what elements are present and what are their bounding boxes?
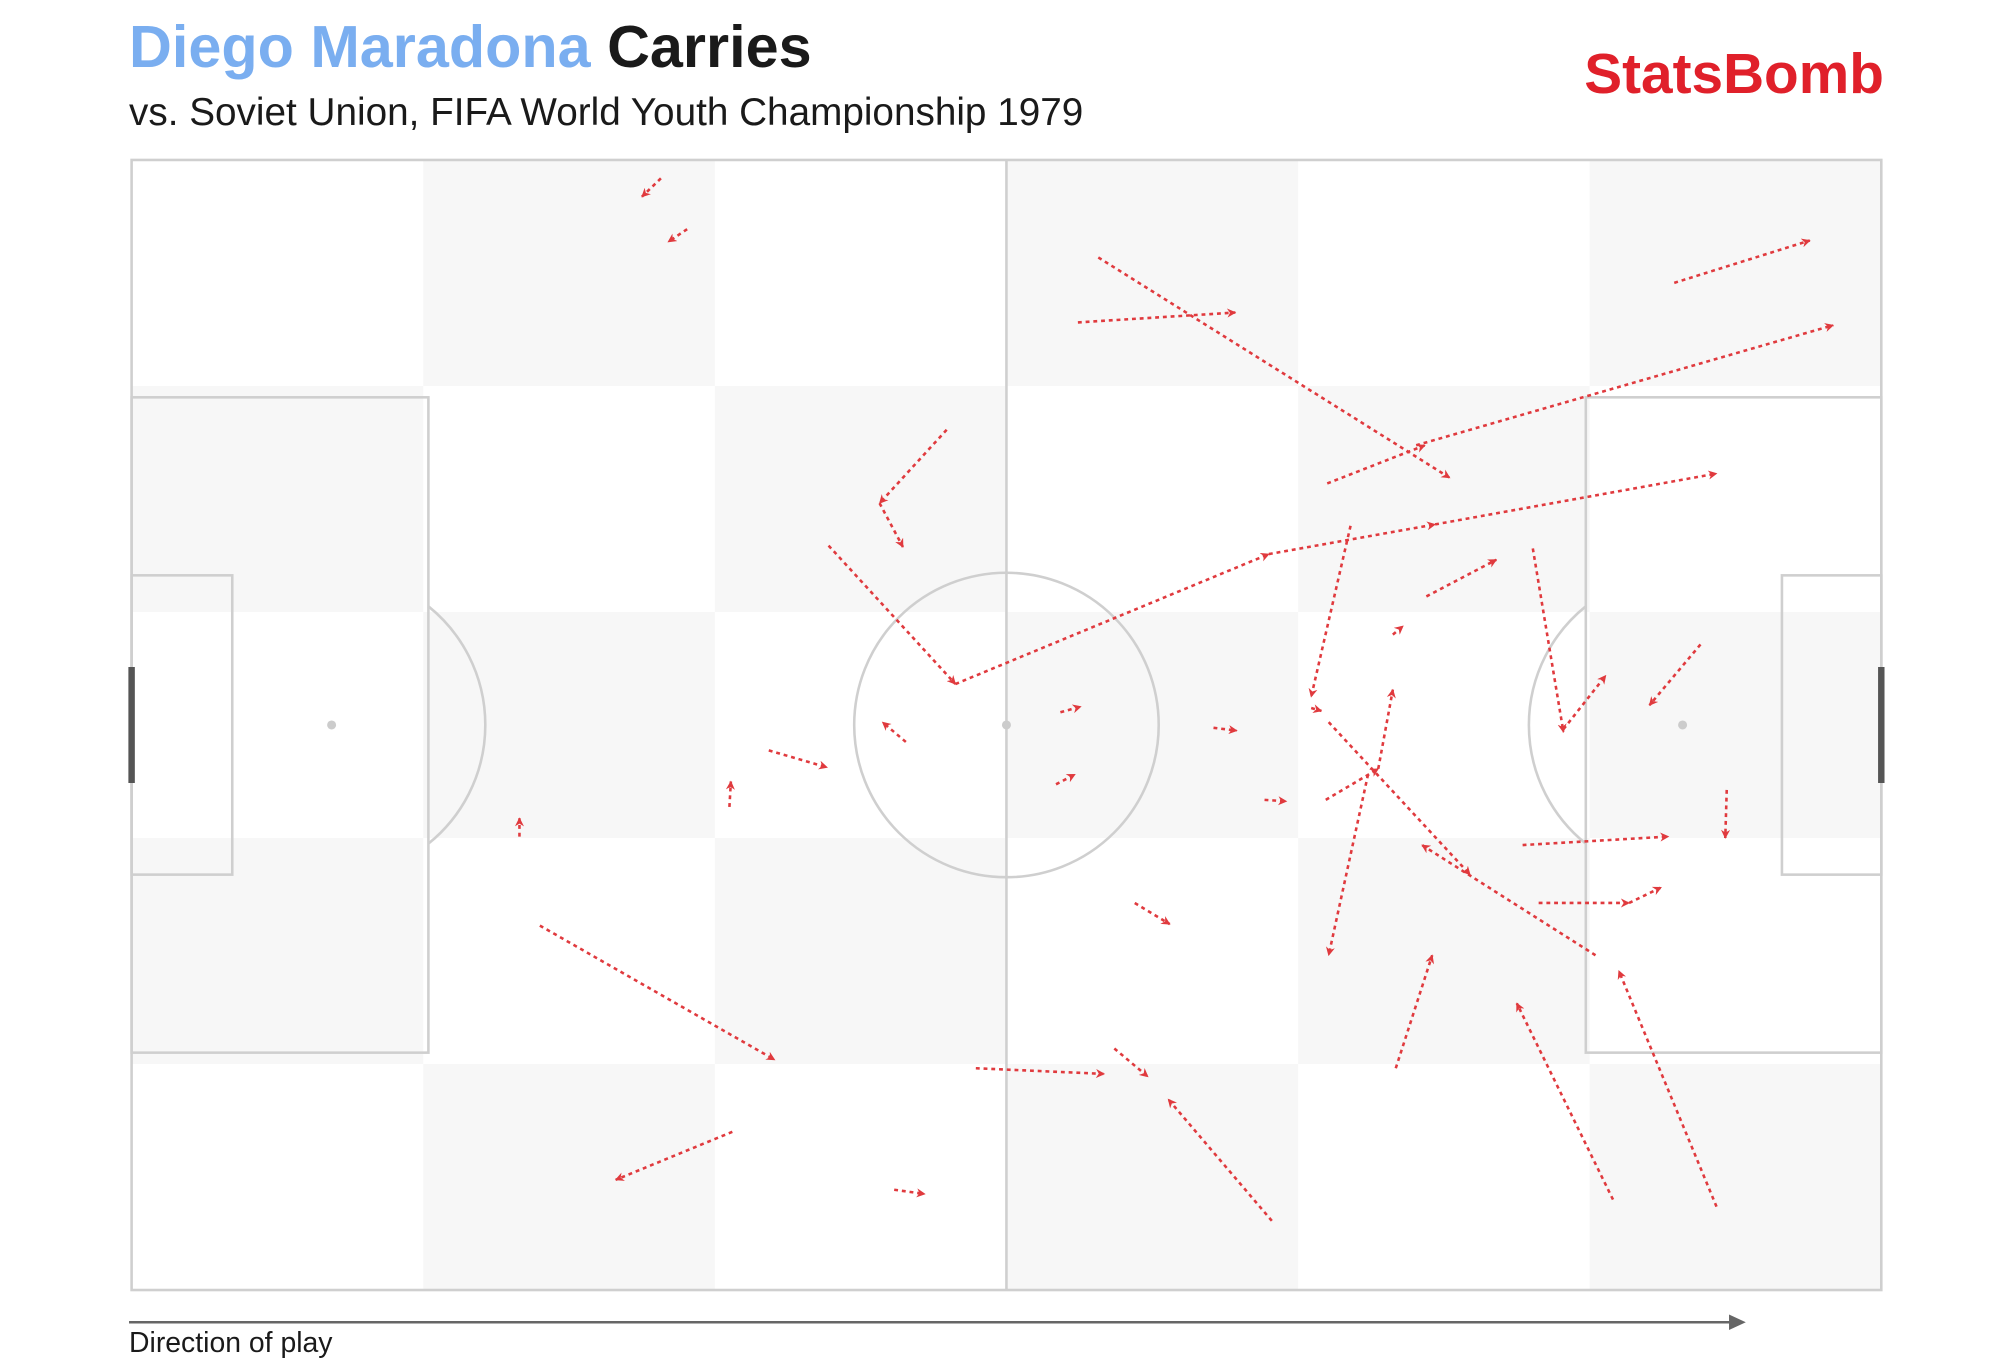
carry-arrow (1522, 832, 1670, 847)
carry-arrow (1434, 470, 1718, 526)
chart-title: Diego Maradona Carries (129, 13, 812, 80)
player-name: Diego Maradona (129, 13, 592, 80)
carry-arrow (878, 428, 948, 505)
brand-logo: StatsBomb (1584, 43, 1884, 106)
pitch-zone (423, 159, 715, 386)
carry-arrow (878, 502, 905, 548)
carry-arrow (1055, 773, 1076, 786)
carry-arrow (1673, 238, 1811, 285)
carry-arrow (1648, 643, 1702, 707)
carry-arrow (1376, 688, 1396, 770)
carry-arrow (1134, 901, 1171, 926)
pitch-zone (1006, 159, 1299, 386)
carry-arrow (1077, 308, 1237, 324)
pitch-zone (1589, 1064, 1882, 1291)
carry-arrow (768, 749, 828, 770)
pitch-markings (128, 158, 1885, 1292)
pitch-zone (1298, 385, 1590, 612)
carry-arrow (1327, 721, 1472, 876)
carry-arrow (1060, 704, 1082, 714)
carry-arrow (954, 552, 1270, 686)
carry-arrow (1415, 323, 1835, 447)
pitch-zone (423, 611, 715, 838)
carry-arrow (1628, 886, 1662, 905)
pitch-zone (1589, 611, 1882, 838)
pitch (131, 159, 1882, 1291)
title-text: Carries (607, 13, 812, 80)
carry-arrow (1421, 843, 1597, 957)
pitch-zone (1298, 837, 1590, 1065)
carry-arrow (614, 1130, 733, 1182)
pitch-zone (131, 837, 424, 1065)
carry-arrow (725, 780, 735, 807)
x-axis-label: Direction of play (129, 1327, 333, 1359)
direction-arrow-head (1729, 1314, 1746, 1331)
pitch-zone (423, 1064, 715, 1291)
carry-arrow (1167, 1098, 1273, 1222)
carry-arrow (1326, 444, 1426, 485)
carry-arrow (1531, 548, 1567, 733)
pitch-zone (131, 385, 424, 612)
carry-arrow (1308, 525, 1352, 698)
carry-arrow (539, 924, 776, 1061)
carry-arrow (1310, 704, 1323, 714)
pitch-zone (714, 837, 1007, 1065)
carry-arrow (1264, 796, 1288, 806)
carry-arrow (1721, 789, 1731, 839)
carry-arrow (1515, 1002, 1615, 1201)
carry-arrow (881, 721, 907, 743)
carry-arrow (1325, 767, 1380, 801)
carry-arrow (1617, 969, 1718, 1208)
carry-arrow (667, 228, 688, 243)
carry-arrow (1425, 558, 1498, 598)
pitch-zone (1006, 611, 1299, 838)
carry-arrow (1392, 625, 1404, 636)
pitch-zone (1589, 159, 1882, 386)
pitch-zone (714, 385, 1007, 612)
carry-arrow (1562, 674, 1607, 731)
carry-arrow (894, 1188, 926, 1198)
carry-arrow (975, 1066, 1106, 1079)
carries (514, 177, 1835, 1222)
subtitle: vs. Soviet Union, FIFA World Youth Champ… (129, 91, 1083, 134)
pitch-zone (1006, 1064, 1299, 1291)
carry-arrow (827, 544, 957, 685)
carry-arrow (1268, 521, 1437, 556)
